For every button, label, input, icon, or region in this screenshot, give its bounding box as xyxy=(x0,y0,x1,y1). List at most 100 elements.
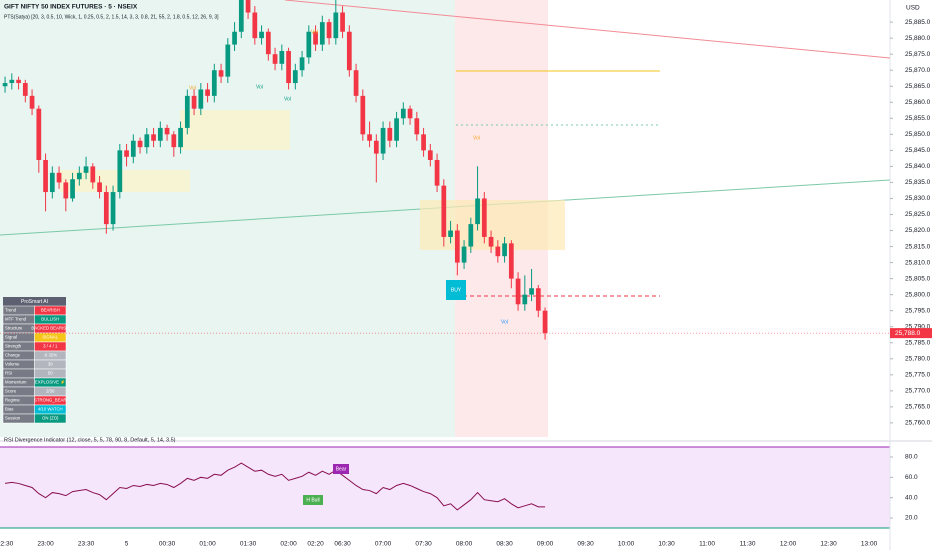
candle-body xyxy=(110,192,116,225)
x-tick-label: 11:30 xyxy=(740,541,756,548)
table-value: STRONG_BEAR xyxy=(34,398,66,403)
y-tick-label: 25,770.0 xyxy=(905,388,931,395)
vol-label: Vol xyxy=(473,135,480,141)
table-label: MTF Trend xyxy=(5,317,27,322)
table-label: Regime xyxy=(5,398,20,403)
table-label: RSI xyxy=(5,371,12,376)
candle-body xyxy=(367,134,372,141)
candle-body xyxy=(292,70,298,84)
table-value: -0.32% xyxy=(43,353,57,358)
candle-body xyxy=(400,108,406,119)
candle-body xyxy=(319,22,325,45)
x-tick-label: 12:30 xyxy=(820,541,837,548)
candle-body xyxy=(502,243,507,257)
table-value: BULLISH xyxy=(41,317,59,322)
candle-body xyxy=(508,243,514,279)
candle-body xyxy=(407,108,413,119)
table-value: 3 / 4 / 1 xyxy=(43,344,58,349)
candle-body xyxy=(495,246,501,257)
candle-body xyxy=(286,50,291,84)
candle-body xyxy=(373,140,379,154)
zone-box xyxy=(180,110,290,150)
y-tick-label: 25,805.0 xyxy=(905,275,931,282)
x-tick-label: 10:30 xyxy=(658,541,675,548)
candle-body xyxy=(56,172,62,183)
candle-body xyxy=(171,134,177,148)
candle-body xyxy=(346,31,352,71)
x-tick-label: 09:00 xyxy=(537,541,554,548)
candle-body xyxy=(265,31,271,55)
candle-body xyxy=(340,12,345,32)
candle-body xyxy=(427,150,433,160)
table-label: Structure xyxy=(5,326,23,331)
table-value: BACKED BEARISH xyxy=(31,326,69,331)
table-label: Volume xyxy=(5,362,20,367)
candle-body xyxy=(29,95,35,109)
candle-body xyxy=(70,179,75,199)
bear-label: Bear xyxy=(336,466,347,472)
candle-body xyxy=(63,182,69,199)
x-tick-label: 01:00 xyxy=(199,541,216,548)
x-tick-label: 08:00 xyxy=(456,541,473,548)
candle-body xyxy=(421,134,426,151)
candle-body xyxy=(481,198,487,237)
y-tick-label: 25,825.0 xyxy=(905,211,931,218)
y-tick-label: 25,830.0 xyxy=(905,195,931,202)
table-label: Trend xyxy=(5,308,17,313)
candle-body xyxy=(124,150,129,157)
candle-body xyxy=(178,127,183,148)
candle-body xyxy=(313,31,318,45)
candle-body xyxy=(97,182,102,193)
candle-body xyxy=(157,127,163,141)
candle-body xyxy=(90,166,96,183)
candle-body xyxy=(211,70,217,96)
y-tick-label: 60.0 xyxy=(905,474,918,481)
rsi-title: RSI Divergence Indicator (12, close, 5, … xyxy=(4,437,176,443)
x-tick-label: 09:30 xyxy=(577,541,594,548)
table-value: 4/10 WATCH xyxy=(38,407,63,412)
candle-body xyxy=(326,22,332,39)
table-label: Session xyxy=(5,416,21,421)
candle-body xyxy=(103,192,109,225)
vol-label: Vol xyxy=(284,96,291,102)
vol-label: Vol xyxy=(189,85,196,91)
y-tick-label: 25,875.0 xyxy=(905,51,931,58)
candle-body xyxy=(22,83,28,96)
y-tick-label: 25,880.0 xyxy=(905,35,931,42)
candle-body xyxy=(144,134,150,148)
candle-body xyxy=(117,150,123,193)
candle-body xyxy=(151,134,156,141)
currency: USD xyxy=(906,5,920,12)
table-value: ON (ZO) xyxy=(42,416,59,421)
vol-label: Vol xyxy=(256,84,263,90)
x-tick-label: 5 xyxy=(125,541,129,548)
x-tick-label: 00:30 xyxy=(159,541,176,548)
chart-title: GIFT NIFTY 50 INDEX FUTURES · 5 · NSEIX xyxy=(4,4,138,11)
table-value: 39 xyxy=(48,362,53,367)
rsi-line xyxy=(4,462,546,511)
x-tick-label: 02:00 xyxy=(280,541,297,548)
bear-box xyxy=(333,464,349,474)
candle-body xyxy=(488,236,494,247)
x-tick-label: 01:30 xyxy=(240,541,257,548)
candle-body xyxy=(36,108,42,160)
candle-body xyxy=(394,118,399,141)
y-tick-label: 25,865.0 xyxy=(905,83,931,90)
candle-body xyxy=(468,224,474,247)
x-tick-label: 23:30 xyxy=(78,541,95,548)
y-tick-label: 25,840.0 xyxy=(905,163,931,170)
table-value: SIGNAL xyxy=(42,335,58,340)
table-label: Change xyxy=(5,353,21,358)
vol-label: Vol xyxy=(311,29,318,35)
trendline-resistance xyxy=(284,0,890,59)
y-tick-label: 20.0 xyxy=(905,515,918,522)
candle-body xyxy=(252,12,258,39)
candle-body xyxy=(454,230,460,263)
y-tick-label: 25,800.0 xyxy=(905,291,931,298)
candle-body xyxy=(245,0,251,13)
candle-body xyxy=(184,95,190,128)
candle-body xyxy=(259,31,264,39)
y-tick-label: 25,810.0 xyxy=(905,259,931,266)
y-tick-label: 25,760.0 xyxy=(905,420,931,427)
candle-body xyxy=(529,288,534,295)
